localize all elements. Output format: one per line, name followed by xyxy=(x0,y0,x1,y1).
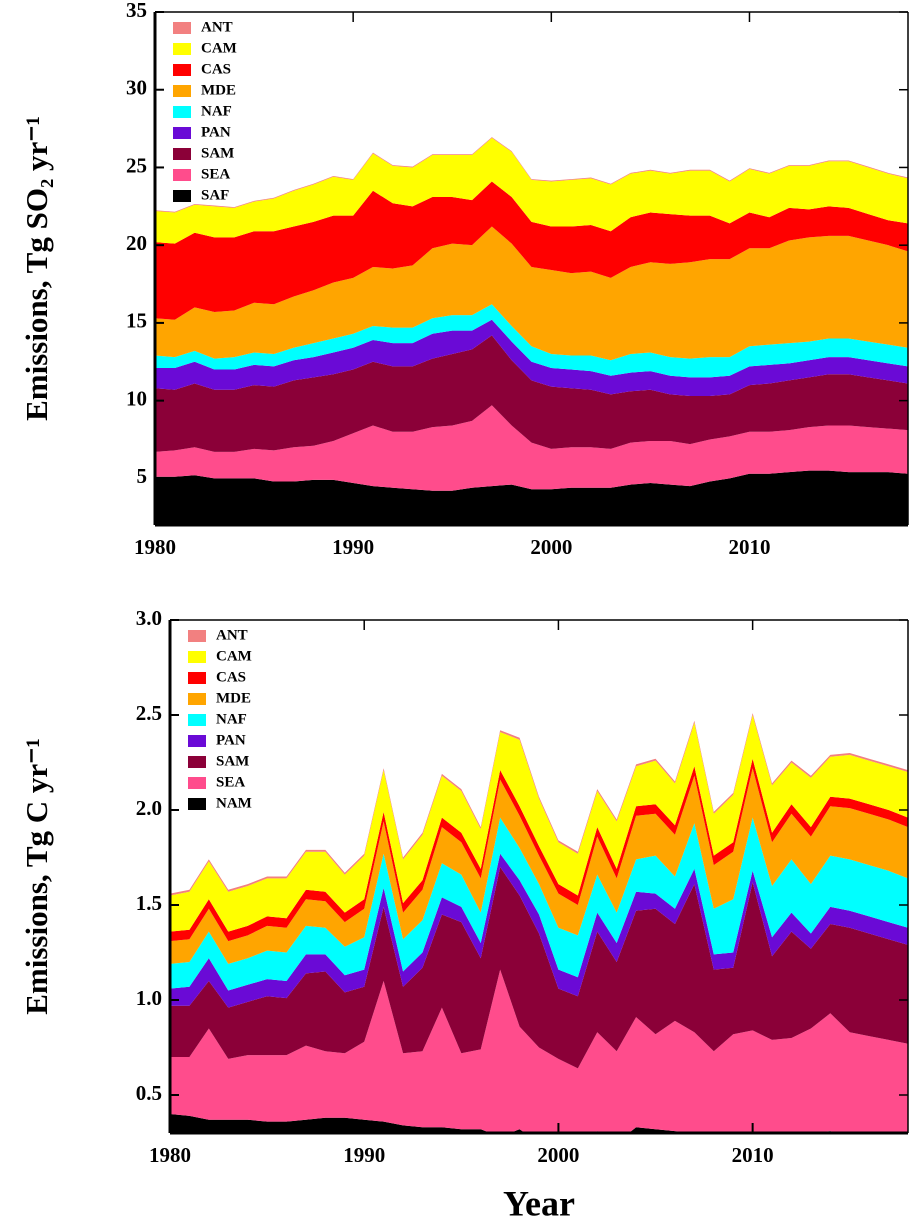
legend-label: MDE xyxy=(216,690,251,706)
area xyxy=(170,867,908,1069)
legend-swatch xyxy=(173,22,191,34)
legend-swatch xyxy=(173,64,191,76)
area xyxy=(170,758,908,942)
area xyxy=(170,853,908,1008)
y-tick-label: 25 xyxy=(126,153,147,177)
legend-label: SAM xyxy=(216,753,249,769)
area xyxy=(155,181,908,320)
x-tick-label: 1990 xyxy=(343,1143,385,1167)
legend-swatch xyxy=(173,169,191,181)
legend-swatch xyxy=(188,672,206,684)
y-tick-label: 0.5 xyxy=(136,1081,162,1105)
legend-label: CAM xyxy=(216,648,252,664)
legend-swatch xyxy=(188,756,206,768)
legend-label: ANT xyxy=(216,627,248,643)
y-tick-label: 1.0 xyxy=(136,986,162,1010)
legend-swatch xyxy=(188,735,206,747)
area xyxy=(155,137,908,244)
area xyxy=(170,768,908,964)
area xyxy=(170,1114,837,1133)
legend-label: MDE xyxy=(201,82,236,98)
y-tick-label: 3.0 xyxy=(136,606,162,630)
legend-swatch xyxy=(188,714,206,726)
legend-swatch xyxy=(188,693,206,705)
area xyxy=(170,715,908,932)
area xyxy=(155,470,908,525)
y-tick-label: 10 xyxy=(126,386,147,410)
legend-swatch xyxy=(188,630,206,642)
legend-swatch xyxy=(173,85,191,97)
x-tick-label: 1980 xyxy=(149,1143,191,1167)
legend-label: PAN xyxy=(216,732,246,748)
legend-label: NAF xyxy=(201,103,232,119)
area xyxy=(155,335,908,452)
area xyxy=(155,304,908,378)
legend-swatch xyxy=(188,798,206,810)
legend-label: NAF xyxy=(216,711,247,727)
y-tick-label: 2.0 xyxy=(136,796,162,820)
x-axis-label: Year xyxy=(503,1183,575,1223)
area xyxy=(155,405,908,491)
legend-label: PAN xyxy=(201,124,231,140)
y-tick-label: 20 xyxy=(126,231,147,255)
legend-swatch xyxy=(173,148,191,160)
y-tick-label: 1.5 xyxy=(136,891,162,915)
legend-label: CAM xyxy=(201,40,237,56)
x-tick-label: 2010 xyxy=(728,535,770,559)
y-axis-label: Emissions, Tg SO₂ yr⁻¹ xyxy=(19,116,54,421)
y-tick-label: 5 xyxy=(137,464,148,488)
legend-swatch xyxy=(173,43,191,55)
plot-area xyxy=(155,137,908,525)
legend-label: NAM xyxy=(216,795,252,811)
legend-swatch xyxy=(188,777,206,789)
x-tick-label: 2010 xyxy=(732,1143,774,1167)
x-tick-label: 2000 xyxy=(537,1143,579,1167)
x-tick-label: 1980 xyxy=(134,535,176,559)
x-tick-label: 1990 xyxy=(332,535,374,559)
legend-label: SEA xyxy=(216,774,245,790)
legend-swatch xyxy=(173,190,191,202)
legend-swatch xyxy=(173,106,191,118)
y-tick-label: 35 xyxy=(126,0,147,22)
legend-label: SAM xyxy=(201,145,234,161)
area xyxy=(170,969,908,1133)
area xyxy=(155,226,908,361)
legend-swatch xyxy=(188,651,206,663)
area xyxy=(170,817,908,991)
legend-label: ANT xyxy=(201,19,233,35)
legend-label: CAS xyxy=(216,669,246,685)
y-tick-label: 30 xyxy=(126,76,147,100)
x-tick-label: 2000 xyxy=(530,535,572,559)
legend-label: SEA xyxy=(201,166,230,182)
y-tick-label: 2.5 xyxy=(136,701,162,725)
area xyxy=(155,319,908,396)
legend-label: CAS xyxy=(201,61,231,77)
legend-label: SAF xyxy=(201,187,229,203)
legend-swatch xyxy=(173,127,191,139)
y-axis-label: Emissions, Tg C yr⁻¹ xyxy=(19,738,54,1015)
y-tick-label: 15 xyxy=(126,309,147,333)
plot-area xyxy=(170,713,908,1133)
